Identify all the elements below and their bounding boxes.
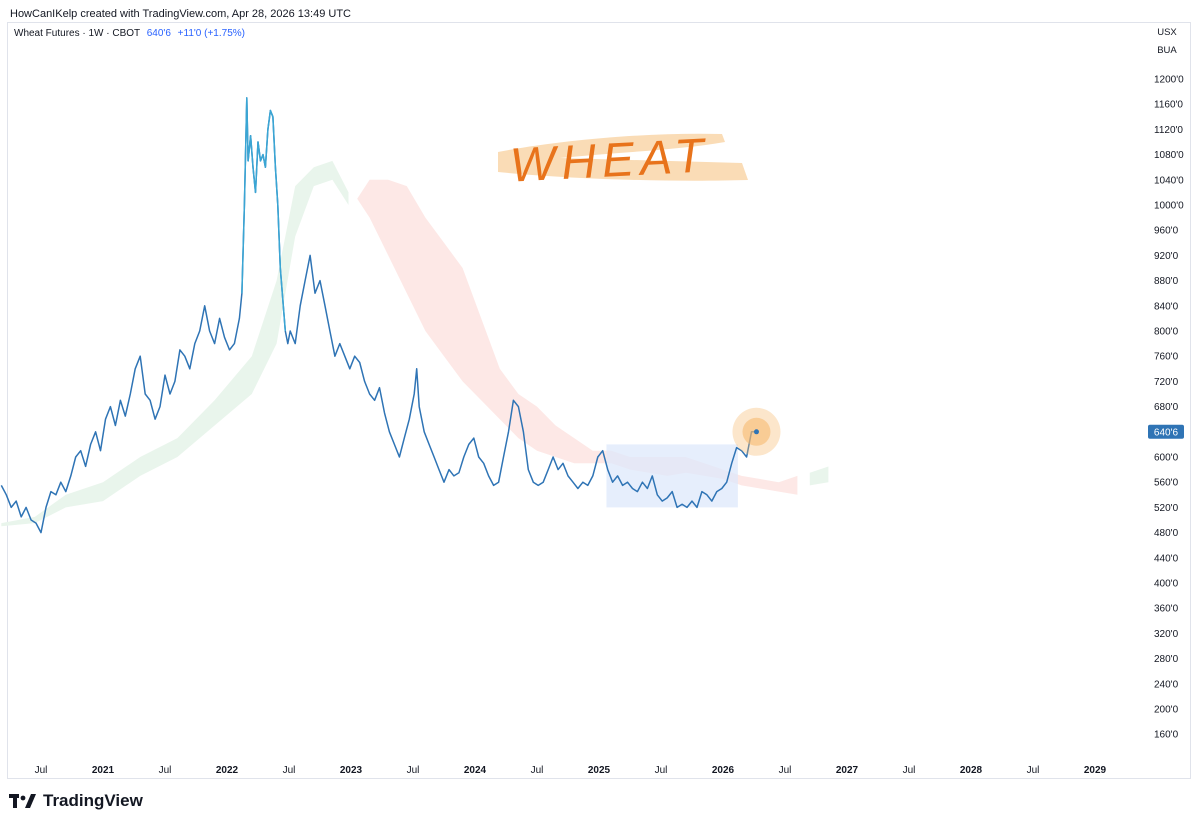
cloud-bullish-tail	[809, 466, 829, 486]
last-price-highlight-layer	[732, 407, 781, 456]
last-price-dot	[753, 429, 759, 435]
x-tick-label: 2029	[1084, 765, 1107, 776]
y-tick-label: 520'0	[1154, 503, 1179, 514]
y-tick-label: 1080'0	[1154, 150, 1184, 161]
y-tick-label: 200'0	[1154, 705, 1179, 716]
currency-selector[interactable]: USX BUA	[1150, 24, 1184, 60]
y-tick-label: 1000'0	[1154, 201, 1184, 212]
y-tick-label: 720'0	[1154, 377, 1179, 388]
y-tick-label: 560'0	[1154, 478, 1179, 489]
price-axis: 1200'0 1160'0 1120'0 1080'0 1040'0 1000'0 960'…	[1148, 75, 1184, 741]
consolidation-range-box	[606, 444, 738, 508]
symbol-legend: Wheat Futures · 1W · CBOT 640'6 +11'0 (+…	[14, 28, 245, 39]
last-price-tag-label: 640'6	[1154, 427, 1179, 438]
x-tick-label: Jul	[407, 765, 420, 776]
cloud-bearish	[357, 179, 798, 495]
attribution-text: HowCanIKelp created with TradingView.com…	[10, 8, 351, 20]
y-tick-label: 1200'0	[1154, 75, 1184, 86]
y-tick-label: 160'0	[1154, 730, 1179, 741]
x-tick-label: 2028	[960, 765, 983, 776]
y-tick-label: 360'0	[1154, 604, 1179, 615]
x-tick-label: Jul	[283, 765, 296, 776]
range-box-layer	[606, 444, 738, 508]
ichimoku-cloud-layer	[1, 160, 829, 527]
x-tick-label: Jul	[779, 765, 792, 776]
x-tick-label: Jul	[655, 765, 668, 776]
y-tick-label: 920'0	[1154, 251, 1179, 262]
x-tick-label: Jul	[903, 765, 916, 776]
price-line	[0, 97, 757, 534]
y-tick-label: 1120'0	[1154, 125, 1183, 136]
x-tick-label: Jul	[35, 765, 48, 776]
legend-last-price: 640'6	[146, 28, 171, 39]
cloud-bullish	[1, 160, 349, 527]
annotation-text: WHEAT	[509, 129, 711, 192]
chart-frame	[7, 22, 1191, 779]
x-tick-label: Jul	[1027, 765, 1040, 776]
y-tick-label: 840'0	[1154, 301, 1179, 312]
x-tick-label: 2025	[588, 765, 611, 776]
y-tick-label: 680'0	[1154, 402, 1179, 413]
tradingview-footer: TradingView	[9, 791, 143, 811]
tradingview-logo-icon	[9, 794, 36, 808]
price-line-peak	[241, 97, 287, 332]
y-tick-label: 320'0	[1154, 629, 1179, 640]
x-tick-label: 2024	[464, 765, 487, 776]
y-tick-label: 880'0	[1154, 276, 1179, 287]
highlighter-stroke	[498, 133, 748, 181]
y-tick-label: 600'0	[1154, 453, 1179, 464]
y-tick-label: 440'0	[1154, 553, 1179, 564]
y-tick-label: 400'0	[1154, 579, 1179, 590]
unit-bua[interactable]: BUA	[1157, 45, 1177, 56]
y-tick-label: 480'0	[1154, 528, 1179, 539]
symbol-label[interactable]: Wheat Futures · 1W · CBOT	[14, 28, 140, 39]
currency-usx[interactable]: USX	[1157, 27, 1177, 38]
y-tick-label: 1160'0	[1154, 100, 1183, 111]
y-tick-label: 240'0	[1154, 679, 1179, 690]
x-tick-label: 2021	[92, 765, 115, 776]
brand-name: TradingView	[43, 791, 143, 810]
x-tick-label: Jul	[159, 765, 172, 776]
x-tick-label: 2026	[712, 765, 735, 776]
x-tick-label: 2022	[216, 765, 239, 776]
x-tick-label: 2027	[836, 765, 859, 776]
y-tick-label: 760'0	[1154, 352, 1179, 363]
wheat-annotation: WHEAT	[498, 129, 748, 193]
x-tick-label: Jul	[531, 765, 544, 776]
y-tick-label: 1040'0	[1154, 175, 1184, 186]
time-axis: Jul 2021 Jul 2022 Jul 2023 Jul 2024 Jul 2025 Jul 20…	[35, 765, 1107, 776]
y-tick-label: 960'0	[1154, 226, 1179, 237]
last-price-tag	[1148, 424, 1184, 439]
x-tick-label: 2023	[340, 765, 363, 776]
y-tick-label: 800'0	[1154, 327, 1179, 338]
legend-change: +11'0 (+1.75%)	[177, 28, 245, 39]
price-line-layer	[0, 97, 757, 534]
y-tick-label: 280'0	[1154, 654, 1179, 665]
